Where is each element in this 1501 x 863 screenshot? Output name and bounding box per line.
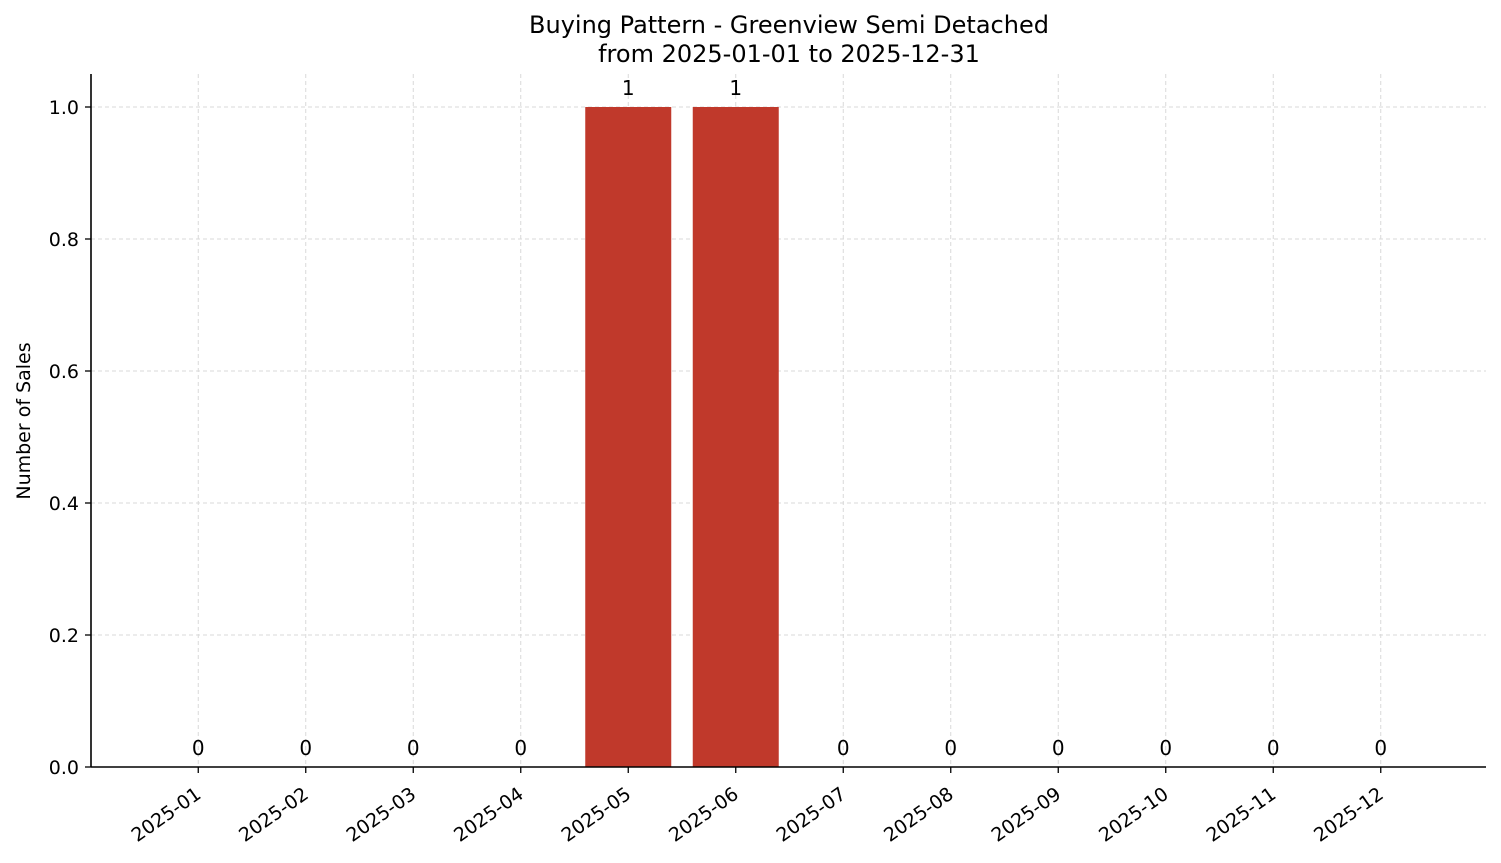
y-tick-label: 0.8 <box>49 229 79 251</box>
y-axis-label: Number of Sales <box>13 342 35 499</box>
x-tick-label: 2025-11 <box>1202 783 1280 847</box>
chart-title-line1: Buying Pattern - Greenview Semi Detached <box>529 11 1049 39</box>
y-tick-label: 0.4 <box>49 493 79 515</box>
data-label: 0 <box>1374 736 1387 760</box>
y-tick-label: 0.2 <box>49 625 79 647</box>
x-tick-label: 2025-03 <box>342 783 420 847</box>
data-label: 1 <box>729 76 742 100</box>
x-tick-label: 2025-05 <box>557 783 635 847</box>
x-tick-label: 2025-02 <box>235 783 313 847</box>
bar-2025-05 <box>585 107 672 767</box>
data-label: 0 <box>1052 736 1065 760</box>
x-tick-label: 2025-08 <box>880 783 958 847</box>
data-label: 0 <box>837 736 850 760</box>
x-tick-label: 2025-04 <box>450 783 528 847</box>
data-label: 0 <box>1267 736 1280 760</box>
data-label: 0 <box>192 736 205 760</box>
y-tick-label: 0.0 <box>49 757 79 779</box>
y-tick-label: 0.6 <box>49 361 79 383</box>
data-label: 0 <box>514 736 527 760</box>
bar-2025-06 <box>692 107 779 767</box>
x-tick-label: 2025-09 <box>987 783 1065 847</box>
x-tick-label: 2025-06 <box>665 783 743 847</box>
data-label: 0 <box>1159 736 1172 760</box>
y-tick-label: 1.0 <box>49 97 79 119</box>
data-label: 1 <box>622 76 635 100</box>
x-tick-label: 2025-01 <box>127 783 205 847</box>
chart-title-line2: from 2025-01-01 to 2025-12-31 <box>598 40 980 68</box>
data-label: 0 <box>407 736 420 760</box>
x-tick-label: 2025-07 <box>772 783 850 847</box>
axis-layer <box>85 74 1486 773</box>
bar-layer <box>585 107 779 767</box>
grid-layer <box>91 74 1486 767</box>
x-tick-label: 2025-10 <box>1095 783 1173 847</box>
x-tick-label: 2025-12 <box>1310 783 1388 847</box>
data-label: 0 <box>299 736 312 760</box>
data-label: 0 <box>944 736 957 760</box>
